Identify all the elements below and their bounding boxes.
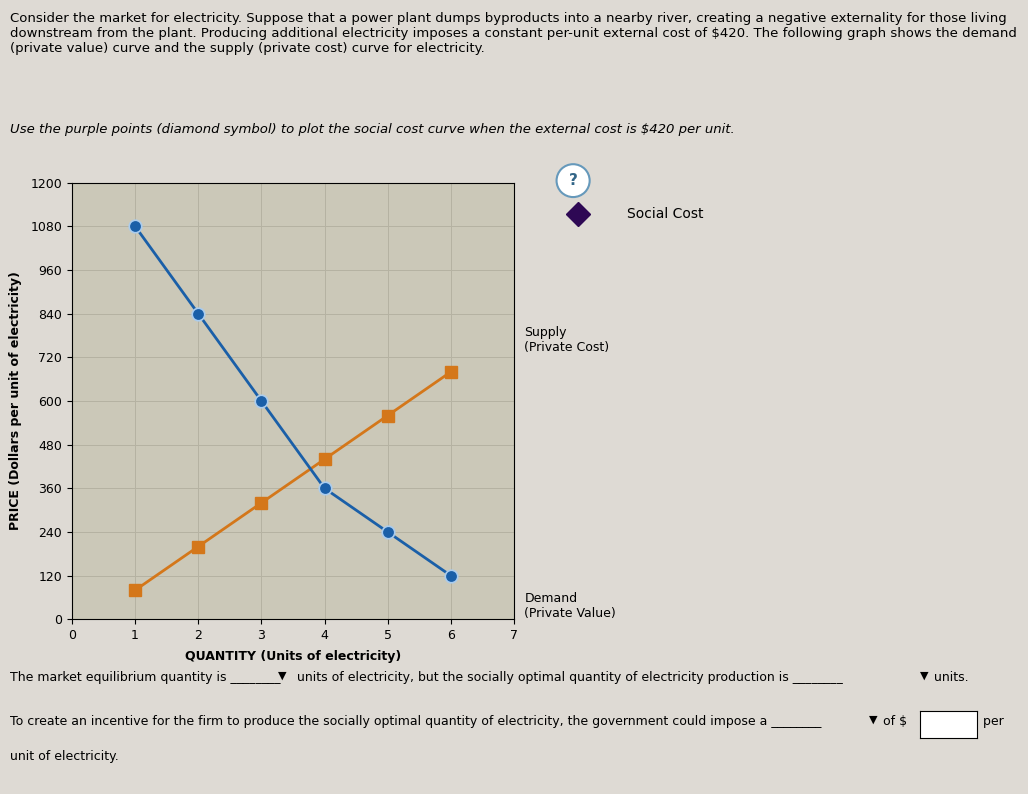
Text: The market equilibrium quantity is ________: The market equilibrium quantity is _____… (10, 671, 281, 684)
X-axis label: QUANTITY (Units of electricity): QUANTITY (Units of electricity) (185, 650, 401, 663)
Y-axis label: PRICE (Dollars per unit of electricity): PRICE (Dollars per unit of electricity) (9, 272, 22, 530)
Text: To create an incentive for the firm to produce the socially optimal quantity of : To create an incentive for the firm to p… (10, 715, 821, 727)
Text: unit of electricity.: unit of electricity. (10, 750, 119, 763)
Text: ?: ? (568, 173, 578, 188)
Text: ▼: ▼ (278, 671, 286, 681)
Text: ▼: ▼ (920, 671, 928, 681)
Text: units.: units. (930, 671, 969, 684)
Text: Consider the market for electricity. Suppose that a power plant dumps byproducts: Consider the market for electricity. Sup… (10, 12, 1017, 55)
Circle shape (556, 164, 590, 197)
Text: Use the purple points (diamond symbol) to plot the social cost curve when the ex: Use the purple points (diamond symbol) t… (10, 123, 735, 136)
Text: ▼: ▼ (869, 715, 877, 725)
Text: Social Cost: Social Cost (627, 207, 703, 222)
Text: units of electricity, but the socially optimal quantity of electricity productio: units of electricity, but the socially o… (293, 671, 843, 684)
Text: Supply
(Private Cost): Supply (Private Cost) (524, 326, 610, 354)
Text: of $: of $ (879, 715, 907, 727)
Text: Demand
(Private Value): Demand (Private Value) (524, 592, 616, 619)
Text: per: per (979, 715, 1003, 727)
